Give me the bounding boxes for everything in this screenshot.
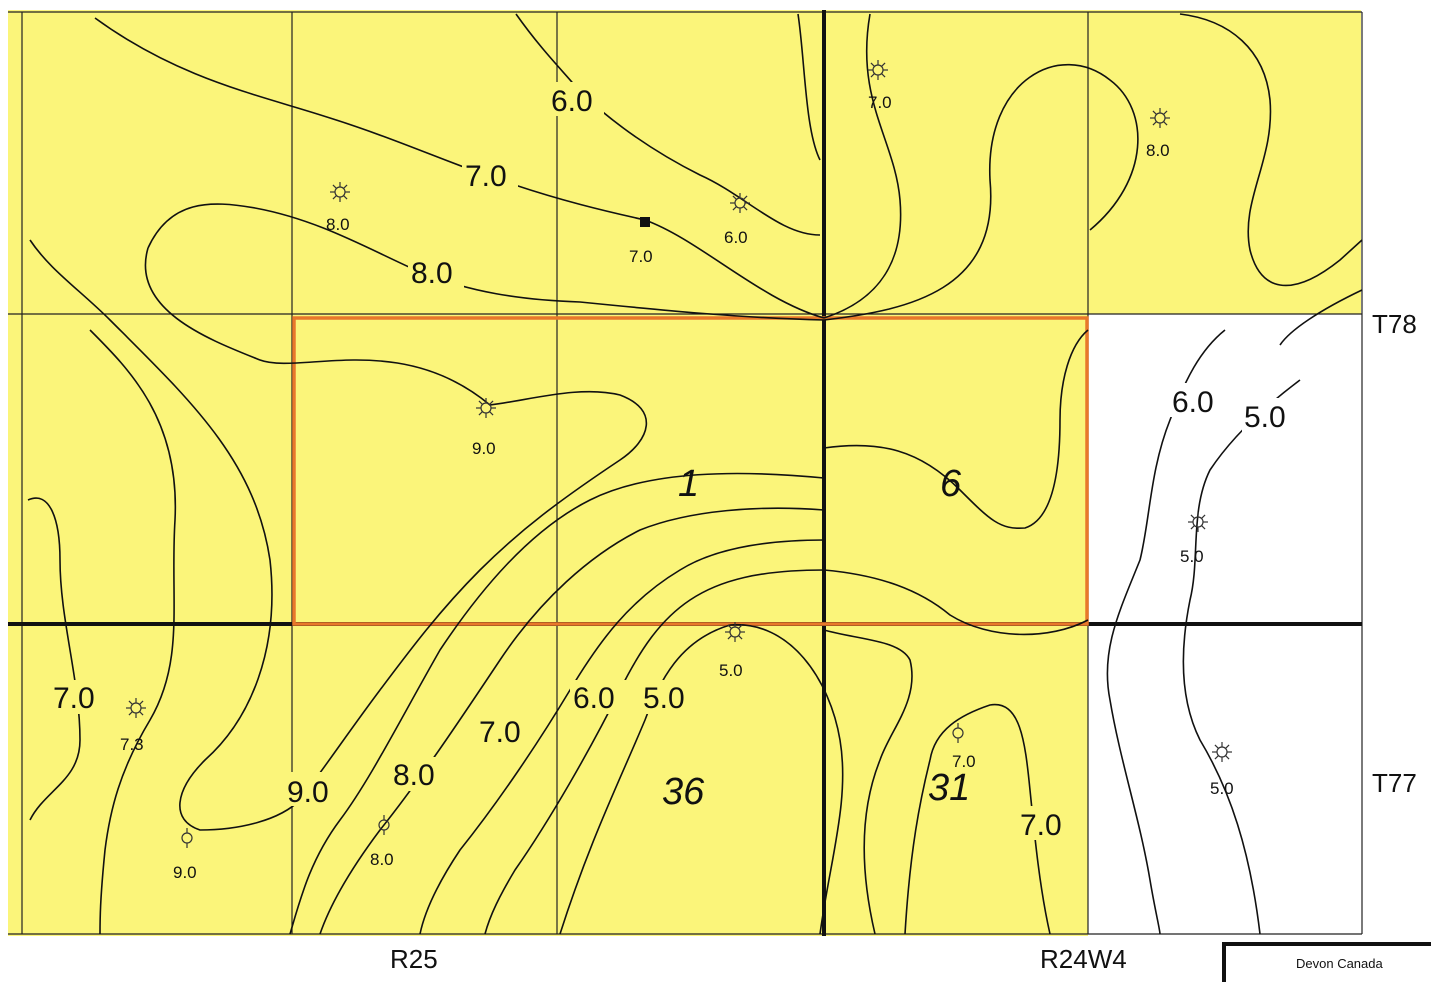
contour-label: 7.0 xyxy=(479,716,521,749)
section-labels: 1 6 36 31 xyxy=(662,463,970,813)
township-label-t77: T77 xyxy=(1372,768,1417,798)
well-marker: 7.0 xyxy=(629,217,653,266)
well-value-label: 5.0 xyxy=(719,661,743,680)
well-marker: 8.0 xyxy=(326,182,350,234)
section-label-1: 1 xyxy=(678,463,699,505)
well-marker: 8.0 xyxy=(1146,108,1170,160)
well-value-label: 7.3 xyxy=(120,735,144,754)
well-value-label: 9.0 xyxy=(173,863,197,882)
well-value-label: 6.0 xyxy=(724,228,748,247)
well-value-label: 8.0 xyxy=(326,215,350,234)
well-marker: 6.0 xyxy=(724,193,750,247)
well-value-label: 8.0 xyxy=(370,850,394,869)
well-marker: 8.0 xyxy=(370,815,394,869)
map-fill-top xyxy=(8,10,1361,314)
section-label-36: 36 xyxy=(662,771,705,813)
contour-label: 5.0 xyxy=(1244,401,1286,434)
township-label-t78: T78 xyxy=(1372,309,1417,339)
contour-label: 7.0 xyxy=(53,682,95,715)
well-marker: 7.0 xyxy=(868,60,892,112)
well-value-label: 9.0 xyxy=(472,439,496,458)
well-value-label: 7.0 xyxy=(629,247,653,266)
contour-labels: 6.0 7.0 8.0 6.0 5.0 7.0 9.0 8.0 7.0 6.0 … xyxy=(50,82,1298,842)
highlighted-area-outline xyxy=(292,316,1089,626)
well-marker: 5.0 xyxy=(1210,742,1234,798)
contour-label: 6.0 xyxy=(573,682,615,715)
contour-label: 7.0 xyxy=(465,160,507,193)
contour-label: 8.0 xyxy=(411,257,453,290)
contour-label: 6.0 xyxy=(551,85,593,118)
well-marker: 5.0 xyxy=(1180,512,1208,566)
well-value-label: 7.0 xyxy=(868,93,892,112)
well-marker: 9.0 xyxy=(472,398,496,458)
well-marker: 7.0 xyxy=(952,723,976,771)
well-marker: 7.3 xyxy=(120,698,146,754)
company-name: Devon Canada xyxy=(1296,956,1383,971)
well-value-label: 7.0 xyxy=(952,752,976,771)
range-label-r25: R25 xyxy=(390,944,438,974)
well-marker: 9.0 xyxy=(173,828,197,882)
contour-label: 6.0 xyxy=(1172,386,1214,419)
legend-box: Devon Canada xyxy=(1222,942,1431,982)
contour-label: 5.0 xyxy=(643,682,685,715)
contour-label: 9.0 xyxy=(287,776,329,809)
wells: 7.0 8.0 8.0 7.0 6.0 9.0 5.0 5.0 7.3 9.0 8.0 7.0 5.0 xyxy=(120,60,1234,882)
well-marker: 5.0 xyxy=(719,622,745,680)
well-value-label: 5.0 xyxy=(1180,547,1204,566)
contour-label: 7.0 xyxy=(1020,809,1062,842)
well-value-label: 5.0 xyxy=(1210,779,1234,798)
section-label-31: 31 xyxy=(928,767,970,809)
section-label-6: 6 xyxy=(940,463,962,505)
contour-label: 8.0 xyxy=(393,759,435,792)
range-label-r24w4: R24W4 xyxy=(1040,944,1127,974)
well-value-label: 8.0 xyxy=(1146,141,1170,160)
